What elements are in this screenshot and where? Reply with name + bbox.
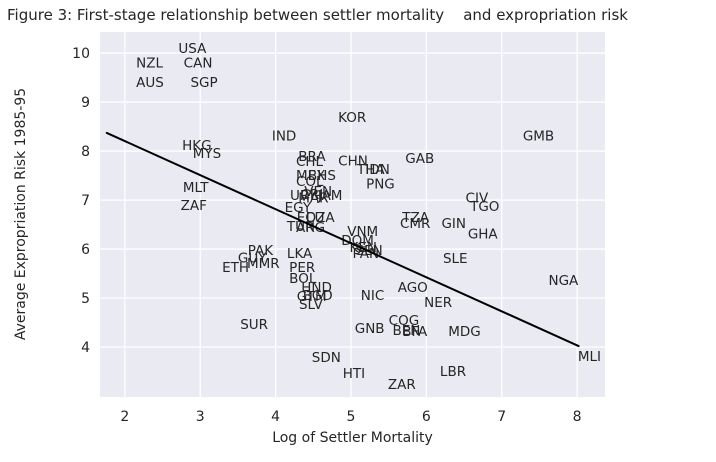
country-label: BEN (392, 323, 420, 339)
x-tick-label: 7 (497, 409, 506, 425)
country-label: GMB (523, 128, 554, 144)
country-label: BGD (303, 288, 333, 304)
country-label: DOM (341, 233, 374, 249)
country-label: GHA (468, 226, 499, 242)
country-label: MYS (193, 146, 221, 162)
country-label: GTM (297, 289, 327, 305)
country-label: JAM (317, 188, 343, 204)
country-label: PAK (248, 243, 275, 259)
country-label: IDN (365, 162, 389, 178)
y-tick-label: 4 (81, 340, 90, 356)
country-label: HTI (343, 366, 365, 382)
y-axis-label: Average Expropriation Risk 1985-95 (13, 87, 29, 341)
country-label: HKG (182, 138, 211, 154)
country-label: BRA (298, 149, 326, 165)
country-label: MEX (296, 168, 325, 184)
country-label: ZAR (388, 377, 416, 393)
y-tick-label: 6 (81, 242, 90, 258)
country-label: THA (356, 162, 385, 178)
country-label: ZAF (181, 198, 207, 214)
chart-title: Figure 3: First-stage relationship betwe… (7, 6, 628, 24)
country-label: CRI (300, 187, 323, 203)
country-label: PER (289, 260, 315, 276)
country-label: COL (296, 174, 324, 190)
country-label: TZA (401, 210, 429, 226)
y-tick-label: 7 (81, 193, 90, 209)
country-label: DZA (306, 210, 336, 226)
x-tick-label: 4 (271, 409, 280, 425)
country-label: NER (424, 295, 452, 311)
country-label: URY (290, 188, 317, 204)
x-axis-label: Log of Settler Mortality (272, 430, 433, 446)
country-label: VEN (304, 184, 332, 200)
x-tick-label: 5 (347, 409, 356, 425)
country-label: SDN (312, 350, 341, 366)
country-label: GUY (238, 250, 267, 266)
x-tick-label: 6 (422, 409, 431, 425)
country-label: BOL (289, 271, 317, 287)
country-label: CHL (296, 154, 324, 170)
country-label: KOR (338, 110, 366, 126)
regression-line (105, 131, 580, 348)
x-tick-label: 3 (196, 409, 205, 425)
country-label: CAN (184, 55, 213, 71)
y-tick-label: 5 (81, 291, 90, 307)
country-label: NIC (361, 288, 385, 304)
country-label: SGP (190, 75, 217, 91)
country-label: GAB (405, 151, 434, 167)
country-label: COG (389, 313, 420, 329)
country-label: MAR (298, 190, 328, 206)
country-label: MLT (183, 180, 209, 196)
country-label: TGO (469, 199, 499, 215)
x-tick-label: 8 (573, 409, 582, 425)
country-label: SLV (299, 297, 324, 313)
y-tick-label: 8 (81, 144, 90, 160)
country-label: EGY (285, 200, 312, 216)
country-label: NGA (548, 273, 579, 289)
country-label: LKA (287, 246, 313, 262)
country-label: AGO (398, 280, 428, 296)
country-label: ARG (296, 220, 325, 236)
country-label: GIN (441, 216, 466, 232)
country-label: SUR (240, 317, 268, 333)
x-tick-label: 2 (120, 409, 129, 425)
y-tick-label: 10 (72, 46, 90, 62)
plot-background (100, 32, 605, 397)
country-label: NZL (136, 55, 163, 71)
y-tick-label: 9 (81, 95, 90, 111)
country-label: ETH (222, 260, 249, 276)
country-label: MDG (448, 324, 481, 340)
country-label: CIV (466, 190, 489, 206)
country-label: CMR (400, 216, 430, 232)
country-label: AUS (136, 75, 164, 91)
country-label: HND (301, 280, 332, 296)
country-label: MMR (247, 256, 280, 272)
country-label: LBR (440, 364, 466, 380)
country-label: PNG (366, 176, 395, 192)
country-label: VNM (347, 224, 378, 240)
country-label: USA (178, 41, 207, 57)
country-label: BFA (402, 324, 428, 340)
country-label: MLI (578, 349, 601, 365)
country-label: CHN (338, 153, 368, 169)
country-label: IND (272, 128, 296, 144)
country-label: SLE (443, 251, 468, 267)
country-label: GNB (355, 321, 385, 337)
country-label: PAN (353, 246, 380, 262)
country-label: BHS (308, 168, 336, 184)
